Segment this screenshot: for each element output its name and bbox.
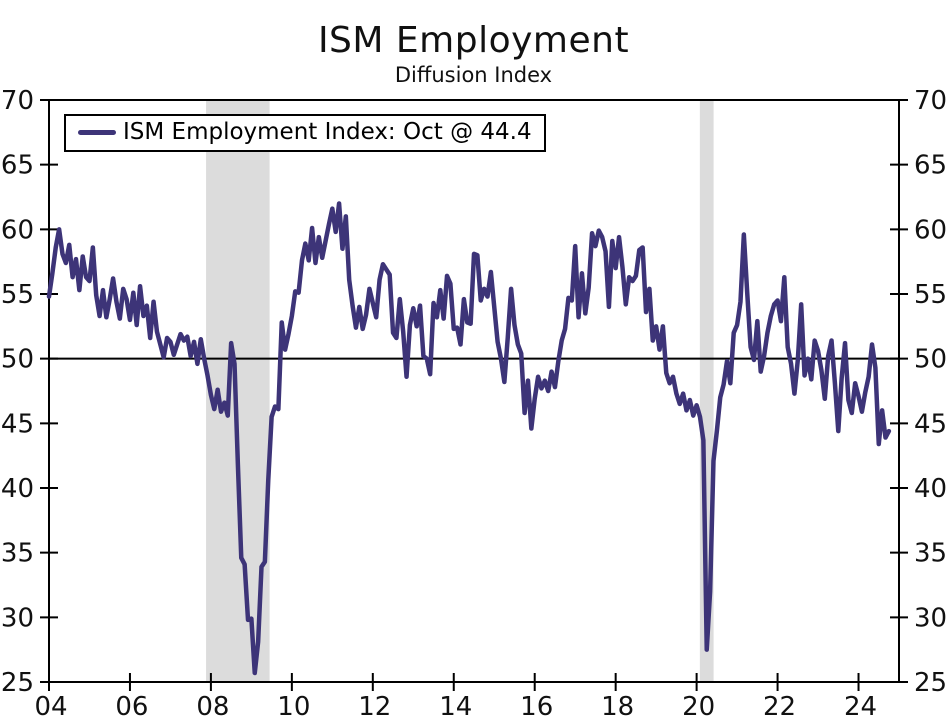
legend-label: ISM Employment Index: Oct @ 44.4	[123, 119, 532, 145]
y-tick-label-right: 40	[914, 474, 947, 504]
y-tick-label-right: 30	[914, 603, 947, 633]
plot-border	[48, 99, 900, 683]
axes: 25 25 30 30 35 35 40 40 45 45 50 50 55 55 60 60 65 65 70 70…	[1, 86, 947, 722]
ism-employment-line	[46, 201, 892, 676]
y-tick-label-right: 50	[914, 345, 947, 375]
x-tick-label: 16	[520, 692, 553, 722]
x-tick-label: 12	[358, 692, 391, 722]
y-tick-label-right: 25	[914, 668, 947, 698]
x-tick-label: 22	[763, 692, 796, 722]
legend: ISM Employment Index: Oct @ 44.4	[64, 114, 546, 152]
x-tick-label: 06	[115, 692, 148, 722]
x-tick-label: 08	[196, 692, 229, 722]
y-tick-label-right: 35	[914, 539, 947, 569]
y-tick-label-right: 45	[914, 409, 947, 439]
y-tick-label-left: 55	[1, 280, 34, 310]
x-tick-label: 14	[439, 692, 472, 722]
y-tick-label-left: 50	[1, 345, 34, 375]
y-tick-label-right: 55	[914, 280, 947, 310]
y-tick-label-left: 35	[1, 539, 34, 569]
y-tick-label-left: 65	[1, 151, 34, 181]
y-tick-label-left: 70	[1, 86, 34, 116]
y-tick-label-left: 30	[1, 603, 34, 633]
y-tick-label-right: 65	[914, 151, 947, 181]
chart-title: ISM Employment	[317, 20, 630, 61]
x-tick-label: 24	[844, 692, 877, 722]
x-tick-label: 20	[682, 692, 715, 722]
chart-subtitle: Diffusion Index	[394, 63, 553, 87]
y-tick-label-right: 70	[914, 86, 947, 116]
x-tick-label: 04	[34, 692, 67, 722]
y-tick-label-left: 45	[1, 409, 34, 439]
y-tick-label-right: 60	[914, 215, 947, 245]
y-tick-label-left: 40	[1, 474, 34, 504]
x-tick-label: 18	[601, 692, 634, 722]
legend-line-swatch	[78, 129, 116, 135]
y-tick-label-left: 25	[1, 668, 34, 698]
recession-bands	[206, 100, 714, 682]
x-tick-label: 10	[277, 692, 310, 722]
y-tick-label-left: 60	[1, 215, 34, 245]
